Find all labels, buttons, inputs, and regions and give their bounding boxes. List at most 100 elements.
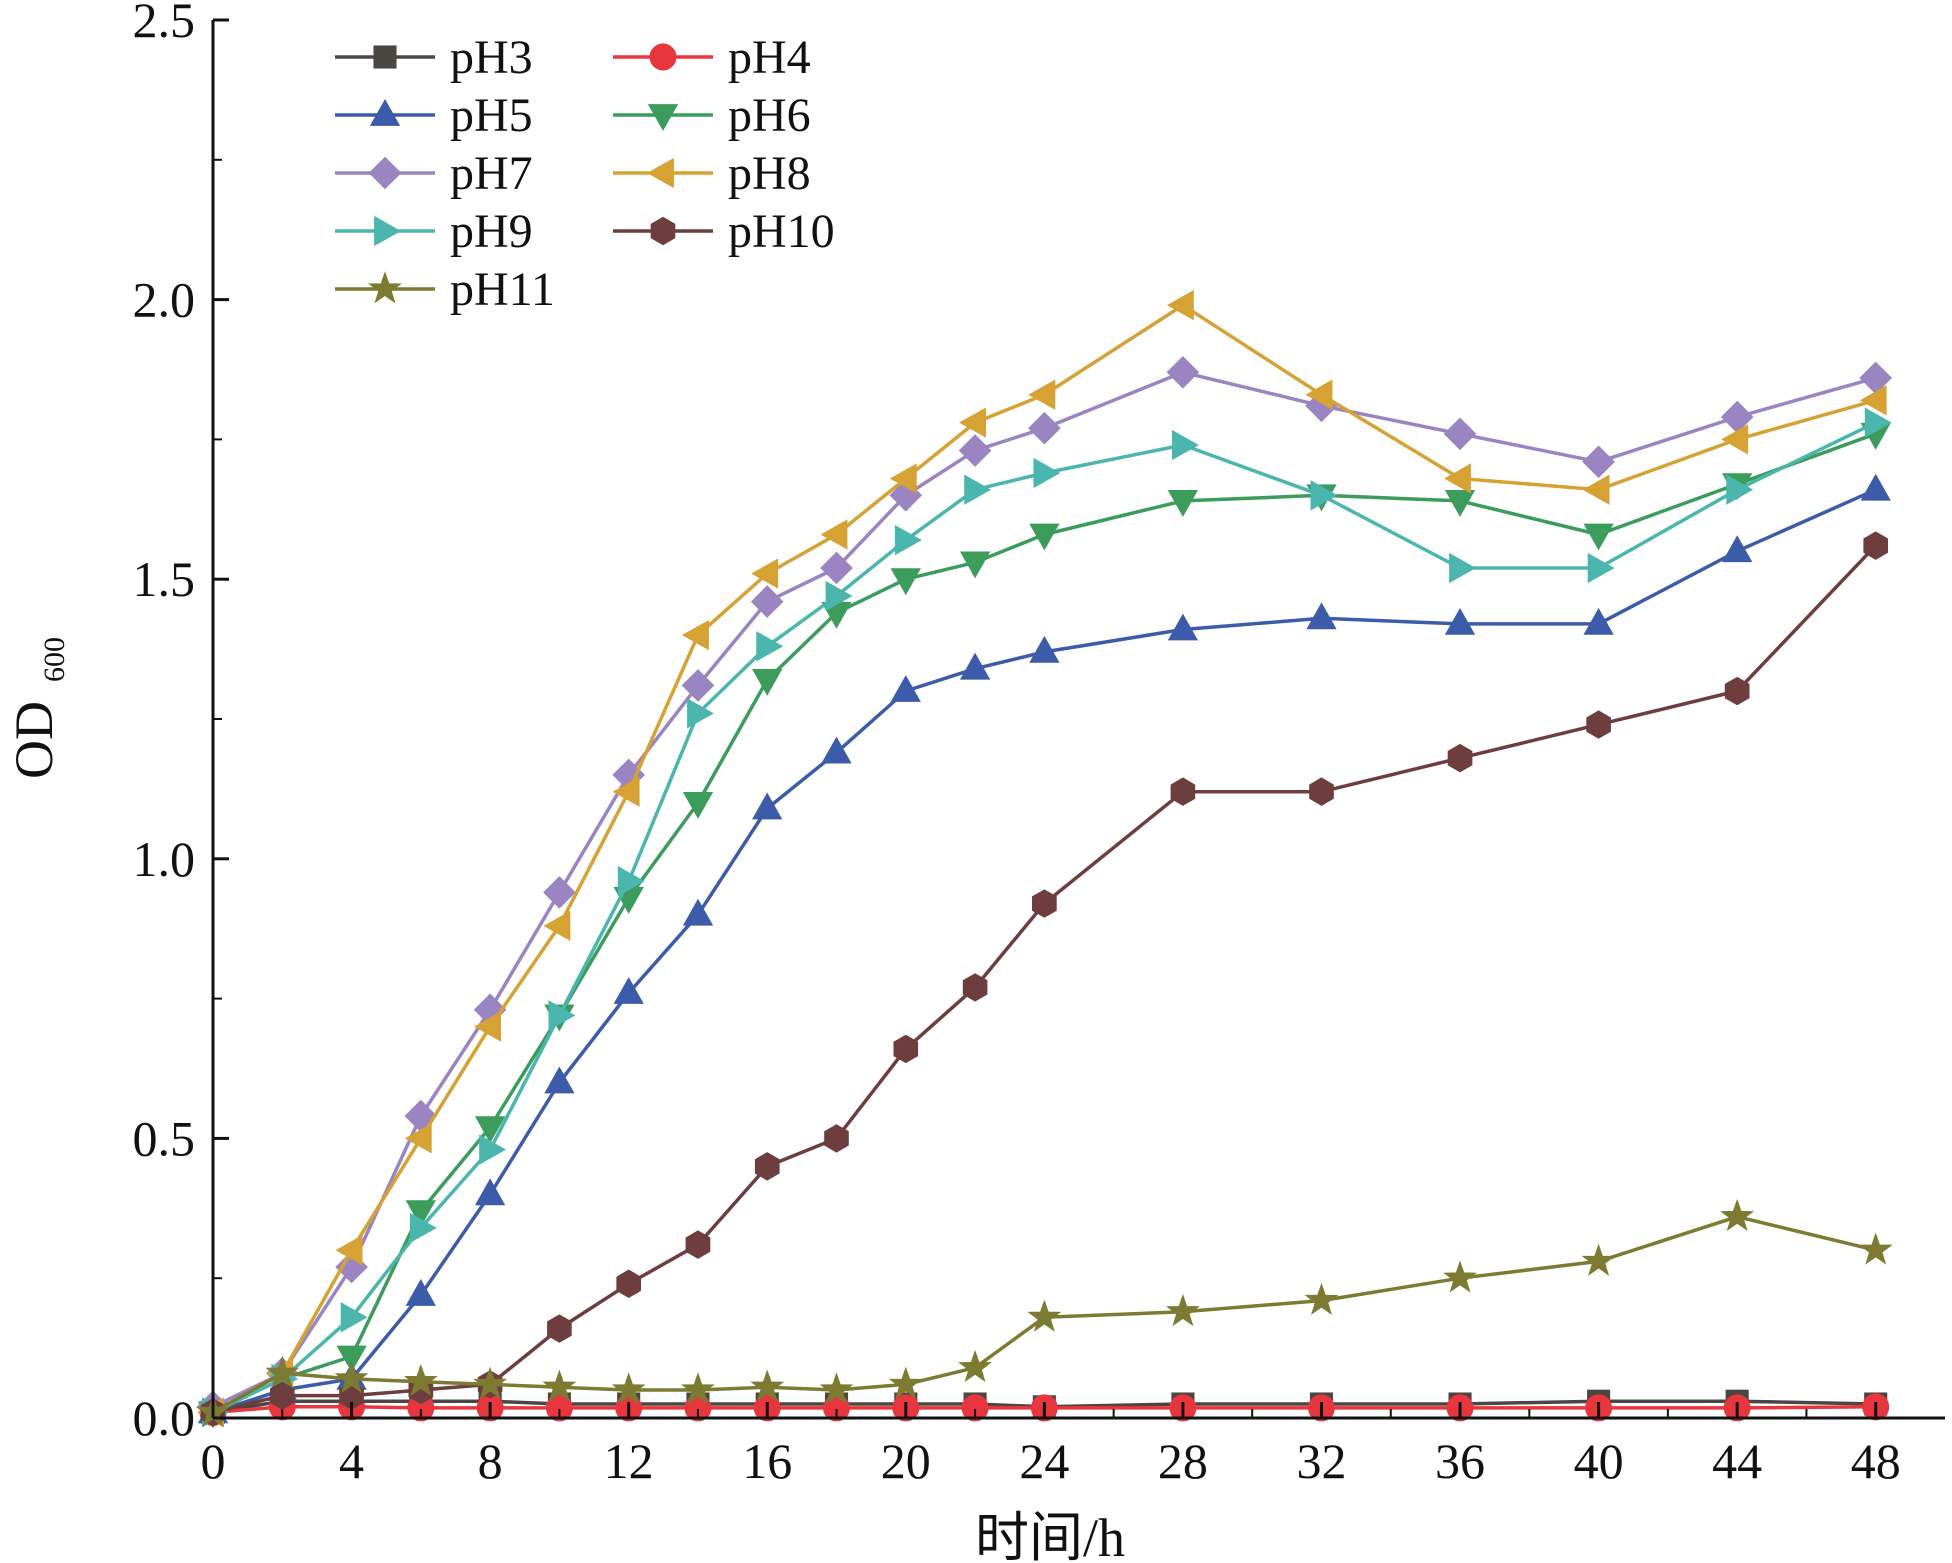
series-ph11	[196, 1198, 1893, 1427]
data-point	[1583, 607, 1614, 635]
legend-label: pH10	[728, 205, 835, 258]
data-point	[1443, 417, 1477, 451]
data-point	[1587, 552, 1615, 584]
data-point	[1033, 457, 1061, 489]
data-point	[1582, 474, 1610, 505]
data-point	[820, 551, 853, 585]
data-point	[962, 973, 988, 1002]
data-point	[1726, 474, 1754, 505]
legend-marker	[374, 215, 401, 247]
y-tick-label: 0.5	[133, 1110, 196, 1166]
x-tick-label: 32	[1296, 1433, 1346, 1489]
y-axis-title: OD	[4, 701, 64, 779]
data-point	[336, 1345, 367, 1373]
data-point	[612, 776, 640, 807]
data-point	[1029, 523, 1060, 551]
data-point	[1447, 743, 1473, 773]
data-point	[681, 669, 715, 702]
data-point	[1167, 490, 1199, 517]
data-point	[1310, 480, 1338, 511]
data-point	[1444, 607, 1476, 635]
legend-item: pH10	[613, 205, 835, 258]
legend-label: pH7	[450, 147, 533, 200]
data-point	[1724, 676, 1750, 706]
legend-item: pH5	[335, 89, 533, 142]
x-tick-label: 20	[881, 1433, 931, 1489]
data-point	[681, 1372, 715, 1405]
x-tick-label: 44	[1712, 1433, 1762, 1489]
data-point	[1170, 777, 1196, 806]
legend-label: pH5	[450, 89, 533, 142]
data-point	[890, 568, 921, 596]
data-point	[1032, 889, 1057, 918]
data-point	[893, 1034, 919, 1064]
data-point	[1309, 777, 1334, 806]
legend-item: pH3	[335, 31, 533, 84]
data-point	[547, 1314, 572, 1343]
data-point	[894, 524, 922, 556]
legend-item: pH11	[335, 263, 555, 316]
x-tick-label: 36	[1435, 1433, 1485, 1489]
data-point	[751, 558, 779, 589]
data-point	[1720, 1198, 1755, 1232]
data-point	[750, 585, 784, 618]
x-tick-label: 0	[201, 1433, 226, 1489]
data-point	[1027, 1299, 1062, 1332]
data-point	[1443, 1260, 1477, 1293]
data-point	[890, 675, 921, 702]
data-point	[616, 1269, 641, 1298]
data-point	[888, 1366, 923, 1399]
data-point	[474, 1116, 506, 1144]
data-point	[404, 1123, 432, 1154]
y-tick-label: 1.0	[133, 831, 196, 887]
legend: pH3 pH4 pH5 pH6 pH7 pH8 pH9 pH10 pH11	[335, 31, 835, 316]
series-ph6	[197, 422, 1891, 1429]
data-point	[750, 1369, 785, 1402]
legend-item: pH6	[613, 89, 811, 142]
data-point	[479, 1134, 507, 1165]
data-point	[889, 463, 917, 494]
data-point	[1166, 1293, 1200, 1327]
data-point	[543, 876, 576, 909]
data-point	[265, 1355, 300, 1388]
y-tick-label: 0.0	[133, 1390, 196, 1446]
data-point	[474, 1178, 506, 1206]
legend-label: pH4	[728, 31, 811, 84]
legend-marker	[369, 98, 401, 126]
legend-marker	[368, 271, 402, 304]
data-point	[752, 669, 783, 696]
data-point	[959, 551, 991, 579]
data-point	[545, 1394, 573, 1422]
data-point	[959, 407, 986, 438]
data-point	[754, 1152, 780, 1181]
plot-series-group	[196, 290, 1893, 1429]
series-line	[212, 432, 1877, 1414]
data-point	[409, 1212, 437, 1244]
y-axis-title-subscript: 600	[38, 637, 71, 682]
data-point	[682, 898, 714, 926]
data-point	[543, 910, 571, 942]
data-point	[820, 519, 848, 550]
data-point	[405, 1200, 436, 1228]
series-ph10	[200, 531, 1888, 1427]
data-point	[404, 1099, 438, 1133]
data-point	[1864, 407, 1892, 438]
legend-label: pH9	[450, 205, 533, 258]
data-point	[1306, 602, 1337, 630]
data-point	[961, 1394, 989, 1422]
data-point	[1167, 613, 1199, 641]
legend-label: pH11	[450, 263, 555, 316]
legend-marker	[373, 45, 397, 69]
y-tick-label: 1.5	[133, 551, 196, 607]
data-point	[405, 1278, 436, 1306]
series-line	[212, 488, 1877, 1415]
data-point	[1721, 424, 1749, 455]
data-point	[685, 1230, 711, 1259]
data-point	[756, 631, 784, 662]
legend-marker	[368, 156, 402, 190]
legend-item: pH8	[613, 147, 811, 200]
legend-marker	[649, 43, 677, 71]
data-point	[959, 652, 991, 680]
y-axis-title-group: OD 600	[4, 637, 71, 779]
